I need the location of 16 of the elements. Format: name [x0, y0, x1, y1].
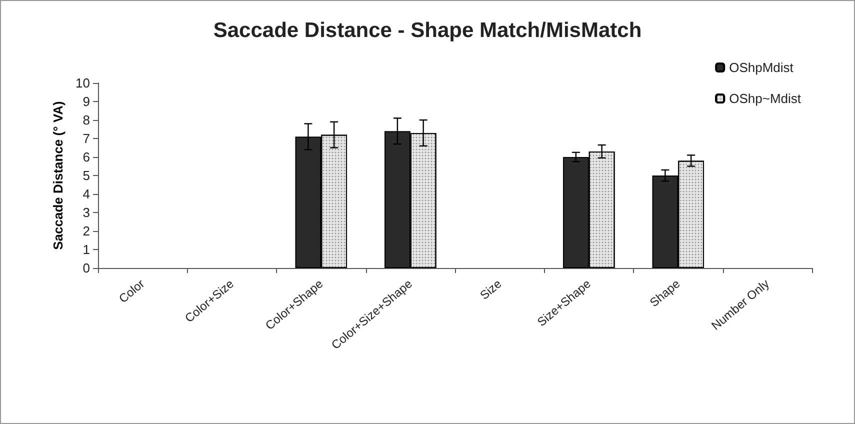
y-tick-label: 8	[82, 112, 90, 128]
y-tick-label: 1	[82, 242, 90, 257]
legend-label: OShpMdist	[729, 60, 794, 75]
y-tick-label: 2	[82, 224, 90, 238]
y-tick-label: 0	[82, 260, 90, 276]
y-tick-label: 7	[82, 131, 90, 146]
y-tick-label: 9	[82, 94, 90, 109]
y-tick-label: 6	[82, 150, 90, 164]
y-axis-title: Saccade Distance (° VA)	[50, 101, 66, 250]
y-tick-label: 5	[82, 168, 90, 183]
chart-title: Saccade Distance - Shape Match/MisMatch	[213, 19, 642, 42]
y-tick-label: 10	[76, 76, 90, 90]
y-tick-label: 4	[82, 186, 90, 202]
x-tick-label: Size	[477, 276, 504, 302]
legend-label: OShp~Mdist	[729, 91, 802, 106]
y-tick-label: 3	[82, 205, 90, 220]
